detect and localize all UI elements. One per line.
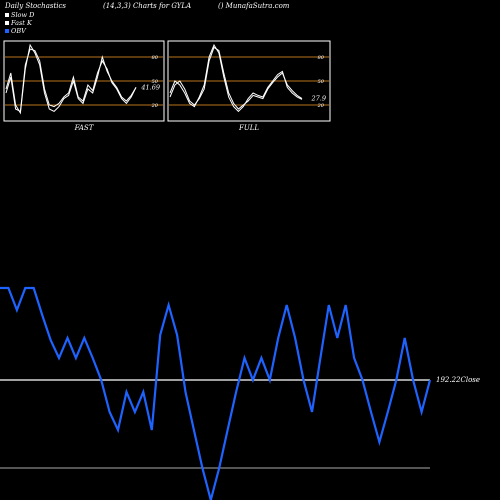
full-stoch-line-0 bbox=[169, 46, 303, 110]
close-label: 192.22Close bbox=[436, 376, 480, 384]
legend-swatch-obv bbox=[5, 29, 9, 33]
legend-label-fast-k: Fast K bbox=[11, 19, 32, 27]
fast-stoch-line-0 bbox=[5, 48, 137, 113]
legend-label-obv: OBV bbox=[11, 27, 26, 35]
legend-slow-d: Slow D bbox=[5, 11, 34, 19]
full-tick-label-80: 80 bbox=[318, 55, 325, 61]
full-stoch-line-1 bbox=[169, 43, 303, 113]
legend-swatch-slow-d bbox=[5, 13, 9, 17]
legend-fast-k: Fast K bbox=[5, 19, 32, 27]
fast-tick-label-50: 50 bbox=[152, 79, 159, 85]
fast-tick-label-80: 80 bbox=[152, 55, 159, 61]
legend-obv: OBV bbox=[5, 27, 26, 35]
fast-panel-label: FAST bbox=[74, 124, 95, 132]
full-panel-frame bbox=[167, 40, 331, 122]
full-tick-label-20: 20 bbox=[317, 103, 325, 109]
full-value-label: 27.9 bbox=[311, 95, 326, 103]
fast-tick-label-20: 20 bbox=[151, 103, 159, 109]
legend-label-slow-d: Slow D bbox=[11, 11, 35, 19]
fast-value-label: 41.69 bbox=[140, 83, 160, 91]
chart-title-right: () MunafaSutra.com bbox=[218, 2, 290, 10]
chart-title-mid: (14,3,3) Charts for GYLA bbox=[103, 2, 192, 10]
obv-line bbox=[0, 286, 432, 500]
fast-stoch-line-1 bbox=[5, 43, 137, 115]
full-panel-label: FULL bbox=[238, 124, 259, 132]
fast-panel-frame bbox=[3, 40, 165, 122]
chart-title-left: Daily Stochastics bbox=[5, 2, 67, 10]
full-tick-label-50: 50 bbox=[318, 79, 325, 85]
legend-swatch-fast-k bbox=[5, 21, 9, 25]
